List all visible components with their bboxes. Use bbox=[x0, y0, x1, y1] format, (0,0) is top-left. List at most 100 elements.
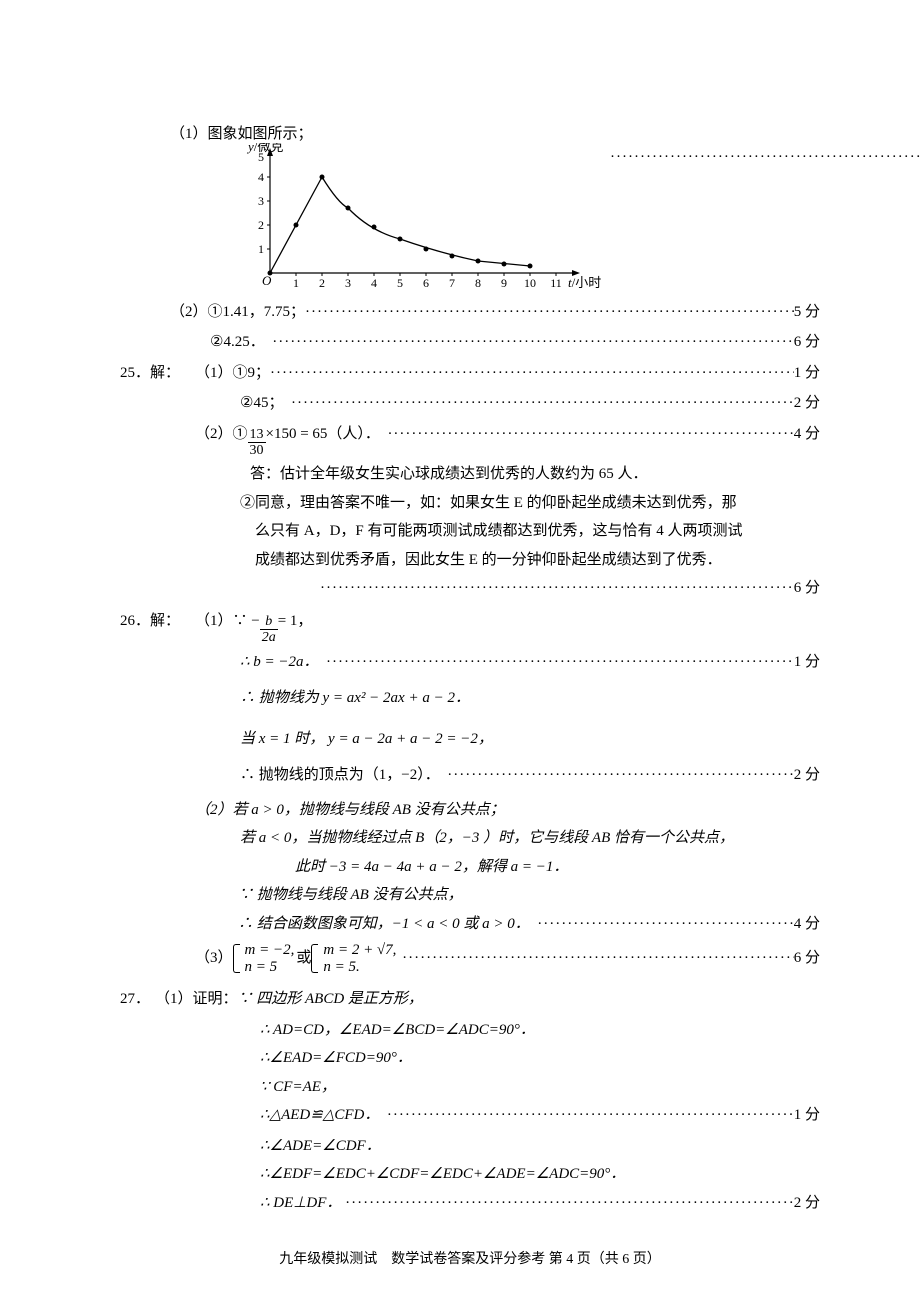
q27-l5-line: ∴△AED≌△CFD． 1 分 bbox=[120, 1101, 820, 1130]
q27-l8-line: ∴ DE⊥DF． 2 分 bbox=[120, 1189, 820, 1218]
page-container: （1）图象如图所示； 1 2 3 4 bbox=[0, 0, 920, 1314]
dots bbox=[270, 359, 794, 388]
q26-p2d: ∵ 抛物线与线段 AB 没有公共点， bbox=[120, 881, 820, 910]
svg-text:8: 8 bbox=[475, 276, 481, 290]
q26-p1e-line: ∴ 抛物线的顶点为（1，−2）． 2 分 bbox=[120, 761, 820, 790]
svg-text:y/微克: y/微克 bbox=[246, 143, 283, 154]
q26-p3-score: 6 分 bbox=[794, 944, 820, 973]
q25-p1a-score: 1 分 bbox=[794, 359, 820, 388]
dots bbox=[402, 944, 794, 973]
q24-p2b: ②4.25． 6 分 bbox=[120, 328, 820, 357]
q26-p1e-score: 2 分 bbox=[794, 761, 820, 790]
q25-p2b-score: 6 分 bbox=[794, 574, 820, 603]
q27-l5: ∴△AED≌△CFD． bbox=[260, 1101, 379, 1130]
svg-text:10: 10 bbox=[524, 276, 536, 290]
svg-text:11: 11 bbox=[550, 276, 562, 290]
q24-chart: 1 2 3 4 5 1 2 3 4 5 6 7 bbox=[230, 143, 610, 298]
q25-p1a: （1）①9； bbox=[195, 359, 270, 388]
q26-p2e-line: ∴ 结合函数图象可知，−1 < a < 0 或 a > 0． 4 分 bbox=[120, 910, 820, 939]
q26-p1c: ∴ 抛物线为 y = ax² − 2ax + a − 2． bbox=[120, 684, 820, 713]
chart-svg: 1 2 3 4 5 1 2 3 4 5 6 7 bbox=[230, 143, 610, 298]
q25-frac: 13 30 bbox=[248, 427, 266, 459]
q25-p2b-score-line: 6 分 bbox=[120, 574, 820, 603]
q26-p1a-post: = 1， bbox=[278, 607, 313, 636]
q27-l4: ∵ CF=AE， bbox=[120, 1073, 820, 1102]
q25-p2a-line: （2）① 13 30 ×150 = 65（人）． 4 分 bbox=[120, 420, 820, 459]
svg-text:1: 1 bbox=[258, 242, 264, 256]
q26-sys1: m = −2, n = 5 bbox=[233, 942, 297, 975]
q27-num: 27． bbox=[120, 985, 155, 1014]
q26-p2c: 此时 −3 = 4a − 4a + a − 2，解得 a = −1． bbox=[120, 853, 820, 882]
svg-text:7: 7 bbox=[449, 276, 455, 290]
q24-p2a-text: （2）①1.41，7.75； bbox=[170, 298, 305, 327]
dots bbox=[447, 761, 794, 790]
q25-p2a-pre: （2）① bbox=[195, 420, 248, 449]
q25-p2b-l3: 成绩都达到优秀矛盾，因此女生 E 的一分钟仰卧起坐成绩达到了优秀． bbox=[120, 546, 820, 575]
svg-text:9: 9 bbox=[501, 276, 507, 290]
q26-p1a-pre: （1）∵ − bbox=[195, 607, 260, 636]
q27-l3: ∴∠EAD=∠FCD=90°． bbox=[120, 1044, 820, 1073]
q25-num: 25．解： bbox=[120, 359, 195, 388]
q24-p2a-score: 5 分 bbox=[794, 298, 820, 327]
q27-l8: ∴ DE⊥DF． bbox=[260, 1189, 341, 1218]
q27-l1: ∵ 四边形 ABCD 是正方形， bbox=[238, 985, 423, 1014]
q25-p1b-line: ②45； 2 分 bbox=[120, 389, 820, 418]
q26-p1e: ∴ 抛物线的顶点为（1，−2）． bbox=[240, 761, 440, 790]
q26-p1d: 当 x = 1 时， y = a − 2a + a − 2 = −2， bbox=[120, 725, 820, 754]
q25-p1b: ②45； bbox=[240, 389, 283, 418]
dots bbox=[305, 298, 794, 327]
dots bbox=[326, 648, 794, 677]
q25-p1b-score: 2 分 bbox=[794, 389, 820, 418]
svg-text:t/小时: t/小时 bbox=[568, 275, 601, 290]
q27-l8-score: 2 分 bbox=[794, 1189, 820, 1218]
q27-l7: ∴∠EDF=∠EDC+∠CDF=∠EDC+∠ADE=∠ADC=90°． bbox=[120, 1160, 820, 1189]
q25-p2a-post: ×150 = 65（人）． bbox=[266, 420, 380, 449]
q25-p2a-answer: 答：估计全年级女生实心球成绩达到优秀的人数约为 65 人． bbox=[120, 460, 820, 489]
svg-text:4: 4 bbox=[371, 276, 377, 290]
dots bbox=[272, 328, 794, 357]
q26-frac: b 2a bbox=[260, 614, 278, 646]
svg-text:1: 1 bbox=[293, 276, 299, 290]
q26-p3-or: 或 bbox=[296, 944, 311, 973]
dots bbox=[387, 420, 793, 449]
svg-text:4: 4 bbox=[258, 170, 264, 184]
q26-line1: 26．解： （1）∵ − b 2a = 1， bbox=[120, 607, 820, 646]
q26-sys2: m = 2 + √7, n = 5. bbox=[311, 942, 398, 975]
q24-chart-row: 1 2 3 4 5 1 2 3 4 5 6 7 bbox=[120, 143, 820, 298]
q26-p1b-line: ∴ b = −2a． 1 分 bbox=[120, 648, 820, 677]
q26-p1b: ∴ b = −2a． bbox=[240, 648, 319, 677]
q25-p2b-l2: 么只有 A，D，F 有可能两项测试成绩都达到优秀，这与恰有 4 人两项测试 bbox=[120, 517, 820, 546]
q27-line1: 27． （1）证明： ∵ 四边形 ABCD 是正方形， bbox=[120, 985, 820, 1014]
svg-text:2: 2 bbox=[319, 276, 325, 290]
svg-text:6: 6 bbox=[423, 276, 429, 290]
q27-l6: ∴∠ADE=∠CDF． bbox=[120, 1132, 820, 1161]
q26-p3-line: （3） m = −2, n = 5 或 m = 2 + √7, n = 5. 6… bbox=[120, 942, 820, 975]
q26-p2b: 若 a < 0，当抛物线经过点 B（2，−3 ）时，它与线段 AB 恰有一个公共… bbox=[120, 824, 820, 853]
dots bbox=[610, 143, 920, 172]
dots bbox=[320, 574, 794, 603]
q26-num: 26．解： bbox=[120, 607, 195, 636]
q26-p3-label: （3） bbox=[195, 944, 233, 973]
dots bbox=[345, 1189, 794, 1218]
q27-l5-score: 1 分 bbox=[794, 1101, 820, 1130]
page-footer: 九年级模拟测试 数学试卷答案及评分参考 第 4 页（共 6 页） bbox=[120, 1247, 820, 1274]
q24-p2b-text: ②4.25． bbox=[210, 328, 265, 357]
dots bbox=[291, 389, 794, 418]
dots bbox=[387, 1101, 794, 1130]
q25-p2a-score: 4 分 bbox=[794, 420, 820, 449]
dots bbox=[537, 910, 793, 939]
q26-p1b-score: 1 分 bbox=[794, 648, 820, 677]
q25-p2b-l1: ②同意，理由答案不唯一，如：如果女生 E 的仰卧起坐成绩未达到优秀，那 bbox=[120, 489, 820, 518]
svg-text:3: 3 bbox=[258, 194, 264, 208]
svg-text:5: 5 bbox=[397, 276, 403, 290]
q26-p2e: ∴ 结合函数图象可知，−1 < a < 0 或 a > 0． bbox=[238, 910, 530, 939]
q25-line1: 25．解： （1）①9； 1 分 bbox=[120, 359, 820, 388]
q26-p2e-score: 4 分 bbox=[794, 910, 820, 939]
q24-p2a: （2）①1.41，7.75； 5 分 bbox=[120, 298, 820, 327]
q26-p2a: （2）若 a > 0，抛物线与线段 AB 没有公共点； bbox=[120, 796, 820, 825]
q27-l2: ∴ AD=CD，∠EAD=∠BCD=∠ADC=90°． bbox=[120, 1016, 820, 1045]
svg-text:3: 3 bbox=[345, 276, 351, 290]
q27-p1-label: （1）证明： bbox=[155, 985, 238, 1014]
q24-p2b-score: 6 分 bbox=[794, 328, 820, 357]
svg-text:2: 2 bbox=[258, 218, 264, 232]
